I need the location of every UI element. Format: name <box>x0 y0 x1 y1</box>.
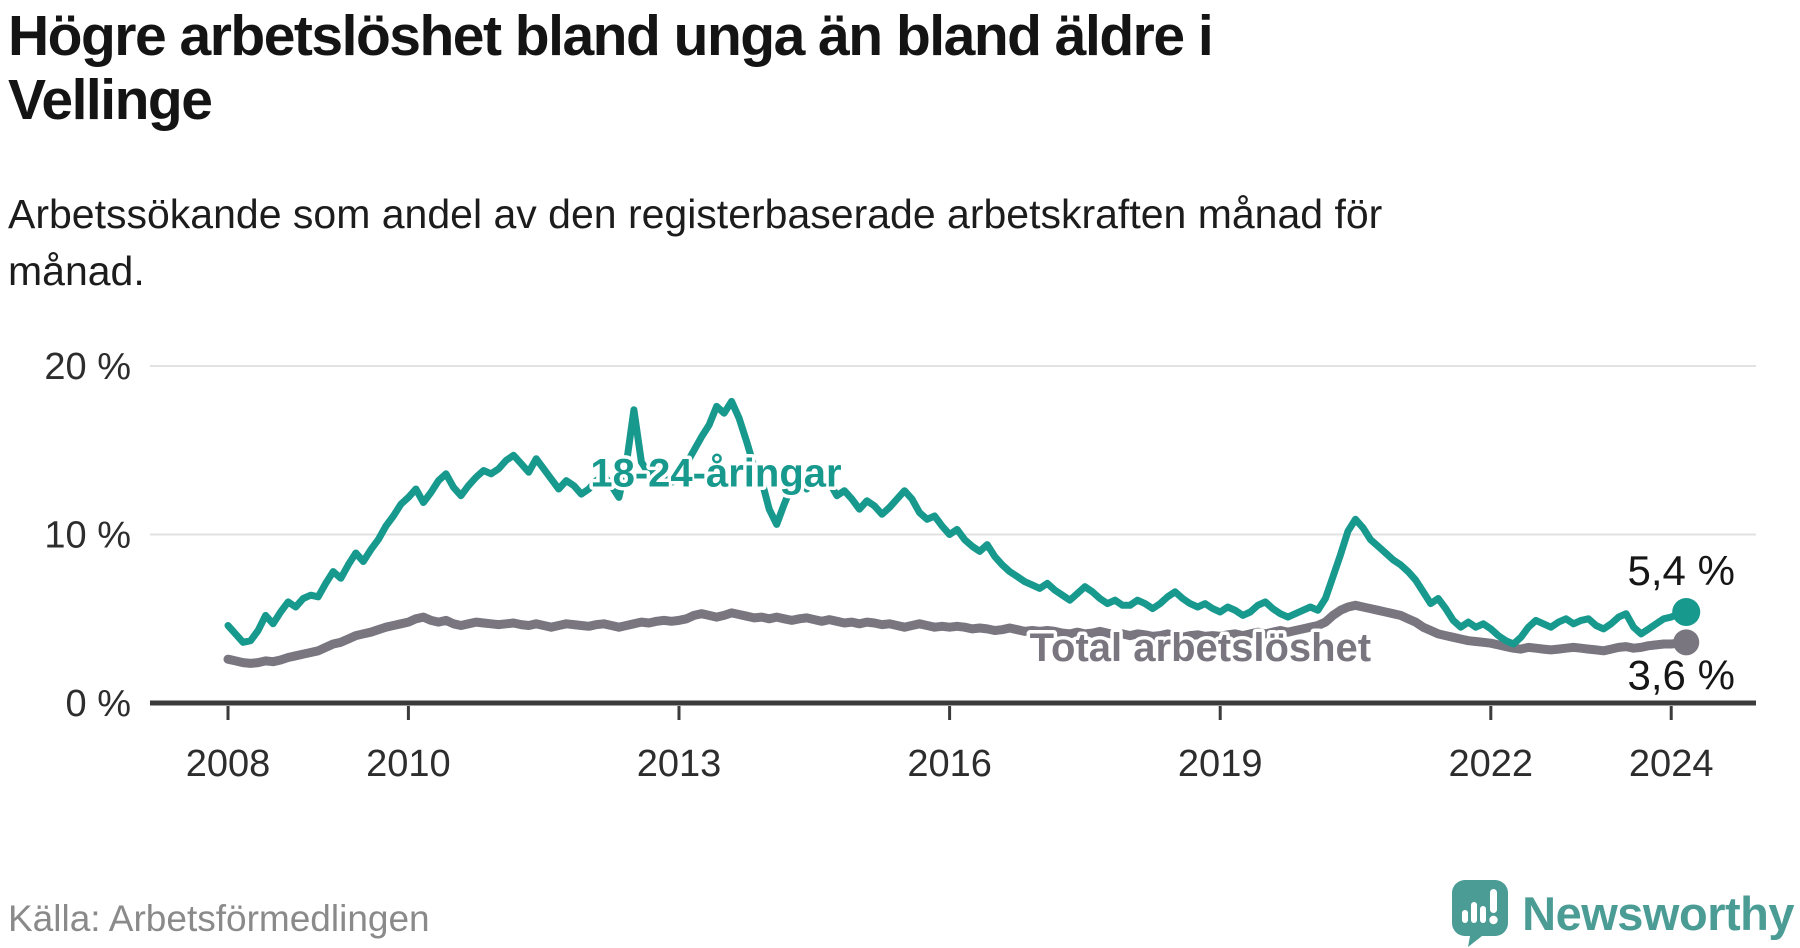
newsworthy-logo: Newsworthy <box>1452 880 1794 947</box>
y-tick-label: 20 % <box>44 346 131 388</box>
y-tick-label: 10 % <box>44 515 131 557</box>
x-tick-label: 2022 <box>1449 743 1534 785</box>
chart-subtitle: Arbetssökande som andel av den registerb… <box>8 191 1383 294</box>
chart-title: Högre arbetslöshet bland unga än bland ä… <box>8 4 1214 132</box>
x-tick-label: 2010 <box>366 743 451 785</box>
series-name-label-total: Total arbetslöshet <box>1030 626 1372 670</box>
x-tick-label: 2024 <box>1629 743 1714 785</box>
x-tick-label: 2016 <box>907 743 992 785</box>
y-tick-label: 0 % <box>66 683 131 725</box>
x-tick-label: 2013 <box>637 743 722 785</box>
newsworthy-wordmark: Newsworthy <box>1522 887 1794 940</box>
x-tick-label: 2008 <box>186 743 271 785</box>
series-end-dot-total <box>1673 629 1700 656</box>
newsworthy-logo-icon <box>1452 880 1509 947</box>
series-end-value-total: 3,6 % <box>1628 651 1735 698</box>
series-line-youth <box>224 397 1690 648</box>
source-note: Källa: Arbetsförmedlingen <box>8 898 430 939</box>
x-tick-label: 2019 <box>1178 743 1263 785</box>
series-line-total <box>223 600 1691 668</box>
series-end-dot-youth <box>1672 598 1701 627</box>
series-end-value-youth: 5,4 % <box>1628 547 1735 594</box>
series-name-label-youth: 18-24-åringar <box>590 451 841 495</box>
